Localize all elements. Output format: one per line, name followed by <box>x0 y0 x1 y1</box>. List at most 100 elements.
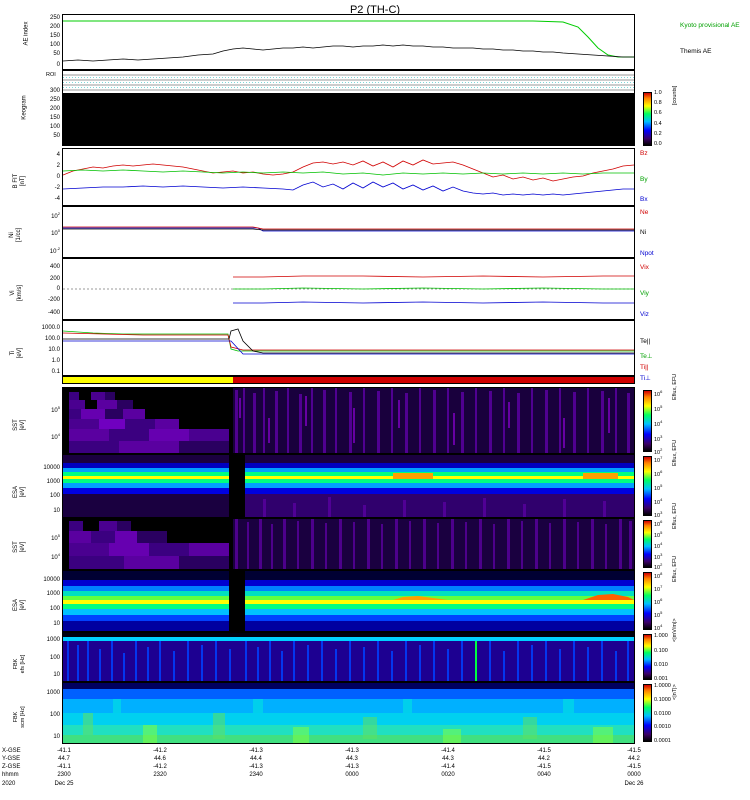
keo-ytick-200: 200 <box>49 106 60 112</box>
sste-ytick-1: 105 <box>51 533 60 542</box>
sste-cb-label: Eflux, EFU <box>672 502 678 529</box>
esai-cb-1: 107 <box>654 455 663 464</box>
xtick-t-5: 0040 <box>537 772 551 778</box>
panel-sst-ions <box>62 387 635 454</box>
fbkb-cb-2: 0.1000 <box>654 697 671 703</box>
bfit-ytick-2: 2 <box>56 163 60 169</box>
xtick-t-2: 2340 <box>249 772 263 778</box>
fbkb-cb-3: 0.0100 <box>654 711 671 717</box>
esai-ytick-3: 100 <box>49 493 60 499</box>
fbk-scm-spectrogram <box>63 683 634 743</box>
xtick-t-6: 0000 <box>627 772 641 778</box>
esai-ytick-1: 10000 <box>43 465 60 471</box>
xtick-t-0: 2300 <box>57 772 71 778</box>
xaxis-row-label-xgse: X-GSE <box>2 748 21 754</box>
fbke-cb-2: 0.100 <box>654 648 668 654</box>
panel-sst-electrons-ylabel: SST [eV] <box>13 541 26 553</box>
esae-cb-label: Eflux, EFU <box>672 555 678 582</box>
sste-cb-3: 104 <box>654 541 663 550</box>
fbkb-ytick-3: 10 <box>53 734 60 740</box>
bfit-ytick-0: 0 <box>56 174 60 180</box>
xaxis-year: 2020 <box>2 781 16 787</box>
fbke-cb-3: 0.010 <box>654 662 668 668</box>
legend-by: By <box>640 176 648 183</box>
sste-ytick-2: 104 <box>51 552 60 561</box>
panel-keogram-ylabel: Keogram <box>21 95 28 120</box>
bfit-ytick-4: 4 <box>56 152 60 158</box>
panel-velocity-ylabel: Vi [km/s] <box>10 285 23 301</box>
panel-density-ylabel: Ni [1/cc] <box>9 227 22 243</box>
keo-ytick-250: 250 <box>49 97 60 103</box>
sst-ions-spectrogram <box>63 388 634 453</box>
bfit-ytick-m2: -2 <box>54 185 60 191</box>
fbke-cb-label: <|mV/m|> <box>672 618 678 642</box>
panel-temperature-ylabel: Ti [eV] <box>10 347 23 359</box>
xtick-y-3: 44.3 <box>346 756 358 762</box>
ae-index-plot <box>63 20 634 62</box>
esae-cb-5: 104 <box>654 623 663 632</box>
esa-ions-colorbar <box>643 456 652 516</box>
legend-ne: Ne <box>640 209 649 216</box>
t-ytick-01: 0.1 <box>51 369 60 375</box>
fbkb-ytick-1: 1000 <box>46 690 60 696</box>
ae-ytick-250: 250 <box>49 15 60 21</box>
esai-ytick-4: 10 <box>53 508 60 514</box>
legend-vix: Vix <box>640 264 649 271</box>
esae-cb-4: 105 <box>654 610 663 619</box>
v-ytick-200: 200 <box>49 276 60 282</box>
xtick-x-5: -41.5 <box>537 748 551 754</box>
esai-cb-label: Eflux, EFU <box>672 439 678 466</box>
panel-fbk-efs-ylabel: FBK efs [Hz] <box>13 654 26 674</box>
esai-cb-2: 106 <box>654 469 663 478</box>
fbk-efs-colorbar-gradient <box>644 635 651 679</box>
ssti-cb-5: 102 <box>654 447 663 456</box>
legend-roi: ROI <box>46 72 56 78</box>
sst-electrons-spectrogram <box>63 519 634 569</box>
ssti-cb-3: 104 <box>654 419 663 428</box>
panel-ae-index-ylabel: AE index <box>23 21 30 46</box>
fbk-efs-colorbar <box>643 634 652 680</box>
esae-cb-3: 106 <box>654 597 663 606</box>
esai-cb-5: 103 <box>654 510 663 519</box>
panel-fbk-scm <box>62 682 635 744</box>
legend-viy: Viy <box>640 290 649 297</box>
xtick-x-6: -41.5 <box>627 748 641 754</box>
keo-cb-tick-3: 0.6 <box>654 110 662 116</box>
keo-ytick-100: 100 <box>49 124 60 130</box>
sst-ions-colorbar-gradient <box>644 391 651 451</box>
xtick-z-5: -41.5 <box>537 764 551 770</box>
keo-cb-tick-4: 0.4 <box>654 121 662 127</box>
legend-npot: Npot <box>640 250 654 257</box>
fbke-ytick-3: 10 <box>53 672 60 678</box>
panel-esa-electrons-ylabel: ESA [eV] <box>13 599 26 612</box>
legend-themis-ae: Themis AE <box>680 48 712 55</box>
xaxis-row-label-hhmm: hhmm <box>2 772 19 778</box>
ssti-cb-label: Eflux, EFU <box>672 373 678 400</box>
xtick-x-3: -41.3 <box>345 748 359 754</box>
panel-density <box>62 206 635 258</box>
keo-cb-tick-5: 0.2 <box>654 131 662 137</box>
panel-velocity <box>62 258 635 320</box>
sst-electrons-colorbar-gradient <box>644 521 651 567</box>
xtick-x-4: -41.4 <box>441 748 455 754</box>
bfit-plot <box>63 159 634 196</box>
sste-cb-5: 102 <box>654 562 663 571</box>
fbke-cb-1: 1.000 <box>654 633 668 639</box>
keo-cb-tick-2: 0.8 <box>654 100 662 106</box>
sst-electrons-colorbar <box>643 520 652 568</box>
ssti-cb-1: 106 <box>654 389 663 398</box>
esae-ytick-2: 1000 <box>46 591 60 597</box>
ae-ytick-200: 200 <box>49 24 60 30</box>
figure-title: P2 (TH-C) <box>349 4 401 16</box>
xaxis-row-label-ygse: Y-GSE <box>2 756 21 762</box>
legend-tiperp: Ti⊥ <box>640 375 651 382</box>
fbkb-cb-label: <|nT|> <box>672 684 678 700</box>
panel-sst-ions-ylabel: SST [eV] <box>13 419 26 431</box>
v-ytick-m400: -400 <box>47 310 60 316</box>
legend-tipar: Ti|| <box>640 364 649 371</box>
ae-ytick-100: 100 <box>49 42 60 48</box>
mode-bar <box>62 376 635 384</box>
panel-bfit <box>62 148 635 206</box>
n-ytick-1: 102 <box>51 211 60 220</box>
